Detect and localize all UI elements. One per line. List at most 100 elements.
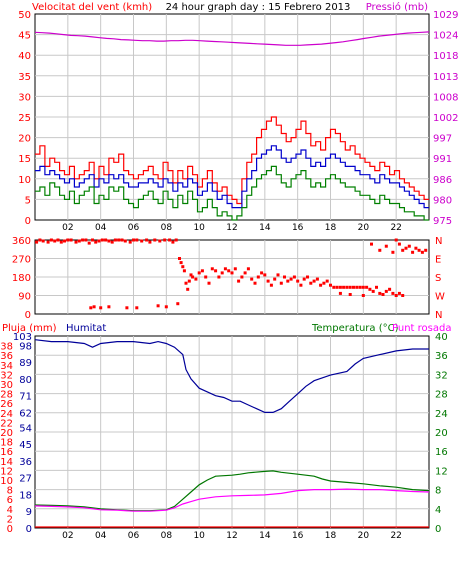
direction-point	[59, 240, 63, 244]
temperature-y-tick-label: 32	[435, 370, 448, 381]
direction-point	[355, 285, 359, 289]
direction-point	[233, 267, 237, 271]
direction-point	[420, 250, 424, 254]
direction-point	[135, 238, 139, 242]
direction-point	[243, 271, 247, 275]
direction-point	[283, 275, 286, 279]
direction-point	[174, 238, 178, 242]
direction-point	[113, 238, 117, 242]
direction-point	[176, 302, 180, 306]
direction-point	[335, 285, 339, 289]
humidity-y-tick-label: 54	[19, 423, 32, 434]
grid-layer	[35, 14, 429, 528]
direction-point	[41, 239, 45, 243]
temperature-y-tick-label: 12	[435, 466, 448, 477]
x-tick-label: 18	[325, 531, 337, 541]
direction-point	[63, 239, 66, 243]
pressure-y-tick-label: 1002	[433, 113, 458, 124]
compass-tick-label: W	[435, 292, 445, 303]
direction-point	[394, 294, 398, 297]
direction-point	[210, 267, 214, 271]
direction-point	[397, 242, 401, 246]
humidity-y-tick-label: 62	[19, 408, 32, 419]
direction-point	[394, 238, 398, 242]
x-tick-label: 02	[62, 531, 73, 541]
direction-point	[35, 240, 39, 244]
chart-title: 24 hour graph day : 15 Febrero 2013	[166, 2, 351, 13]
direction-point	[375, 285, 378, 289]
x-tick-label: 04	[95, 223, 107, 233]
wind-y-tick-label: 50	[18, 10, 31, 21]
direction-point	[179, 261, 183, 265]
direction-point	[178, 257, 181, 260]
direction-point	[345, 285, 349, 289]
rain-y-tick-label: 34	[0, 361, 13, 372]
direction-point	[187, 279, 191, 283]
wind-y-tick-label: 25	[18, 113, 31, 124]
direction-point	[181, 265, 185, 269]
direction-point	[312, 279, 316, 283]
direction-y-tick-label: 270	[12, 255, 31, 266]
temperature-y-tick-label: 24	[435, 409, 448, 420]
direction-point	[189, 273, 193, 277]
x-tick-label: 20	[358, 223, 370, 233]
direction-point	[342, 285, 346, 289]
direction-point	[404, 246, 408, 250]
direction-point	[384, 289, 388, 293]
direction-point	[164, 305, 168, 309]
direction-point	[74, 240, 78, 244]
direction-point	[370, 242, 373, 246]
direction-y-tick-label: 0	[25, 310, 31, 321]
direction-point	[81, 238, 85, 242]
rain-y-tick-label: 38	[0, 342, 13, 353]
pressure-y-tick-label: 991	[433, 154, 452, 165]
direction-point	[325, 279, 329, 283]
wind-y-tick-label: 5	[25, 195, 31, 206]
pressure-y-tick-label: 1018	[433, 51, 458, 62]
pressure-y-tick-label: 986	[433, 175, 452, 186]
direction-point	[338, 285, 342, 289]
direction-point	[223, 267, 227, 271]
direction-point	[97, 239, 101, 243]
wind-y-tick-label: 20	[18, 134, 31, 145]
x-tick-label: 04	[95, 531, 107, 541]
temperature-y-tick-label: 20	[435, 428, 448, 439]
direction-point	[46, 240, 50, 244]
rain-y-tick-label: 2	[7, 514, 13, 525]
direction-point	[332, 285, 336, 289]
series-average-line	[35, 145, 429, 209]
direction-point	[388, 287, 392, 291]
direction-point	[135, 306, 139, 310]
wind-y-tick-label: 40	[18, 51, 31, 62]
direction-point	[348, 285, 352, 289]
direction-point	[302, 277, 306, 281]
direction-point	[319, 283, 323, 287]
temperature-y-tick-label: 8	[435, 486, 441, 497]
rain-y-tick-label: 22	[0, 418, 13, 429]
direction-point	[306, 275, 309, 279]
direction-point	[214, 269, 218, 273]
x-tick-label: 08	[161, 223, 173, 233]
direction-point	[145, 238, 149, 242]
direction-point	[107, 305, 111, 309]
pressure-y-tick-label: 1024	[433, 31, 458, 42]
direction-point	[77, 239, 81, 243]
humidity-y-tick-label: 27	[19, 474, 32, 485]
humidity-y-tick-label: 0	[26, 524, 32, 535]
x-tick-label: 12	[226, 223, 237, 233]
x-tick-label: 22	[390, 531, 401, 541]
direction-point	[329, 283, 332, 287]
direction-point	[207, 281, 211, 285]
x-tick-label: 06	[128, 531, 140, 541]
series-low-line	[35, 165, 429, 221]
series-pressure-line	[34, 31, 430, 46]
temperature-y-tick-label: 0	[435, 524, 441, 535]
direction-point	[217, 275, 221, 279]
direction-point	[361, 294, 365, 297]
direction-point	[266, 279, 270, 283]
x-tick-label: 08	[161, 531, 173, 541]
x-tick-label: 14	[259, 531, 271, 541]
rain-y-tick-label: 36	[0, 351, 13, 362]
